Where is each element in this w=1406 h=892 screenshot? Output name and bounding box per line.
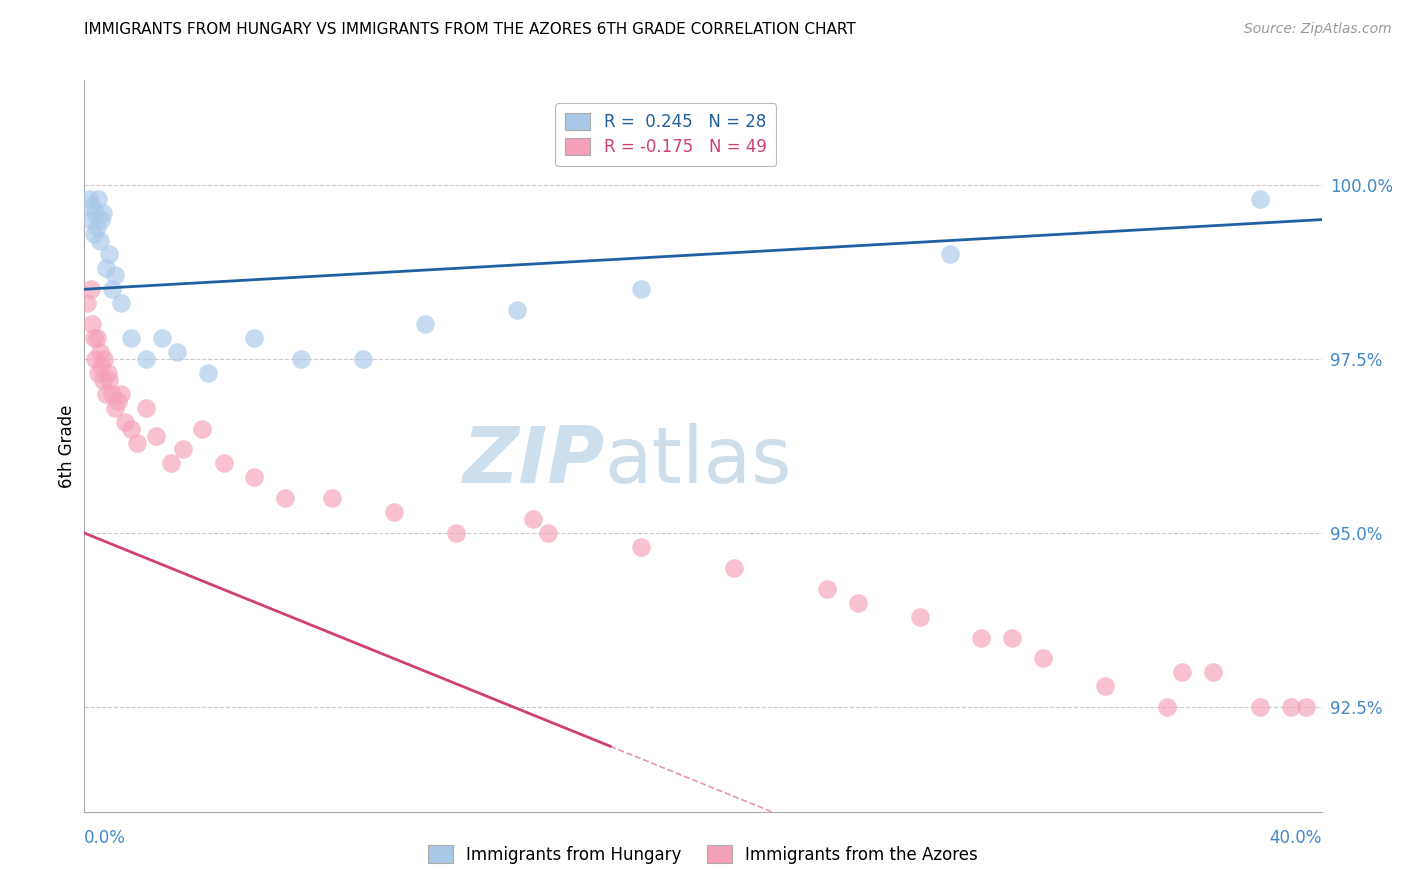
Point — [939, 247, 962, 261]
Point — [86, 331, 108, 345]
Point — [243, 331, 266, 345]
Point — [522, 512, 544, 526]
Point — [89, 234, 111, 248]
Point — [191, 421, 214, 435]
Point — [1202, 665, 1225, 680]
Point — [243, 470, 266, 484]
Point — [98, 373, 121, 387]
Point — [91, 205, 114, 219]
Point — [908, 609, 931, 624]
Point — [815, 582, 838, 596]
Point — [321, 491, 343, 506]
Point — [382, 505, 405, 519]
Point — [96, 366, 118, 380]
Point — [82, 199, 104, 213]
Point — [87, 192, 110, 206]
Point — [197, 366, 219, 380]
Point — [1295, 700, 1317, 714]
Point — [76, 296, 98, 310]
Point — [98, 247, 121, 261]
Point — [1032, 651, 1054, 665]
Point — [120, 331, 142, 345]
Text: IMMIGRANTS FROM HUNGARY VS IMMIGRANTS FROM THE AZORES 6TH GRADE CORRELATION CHAR: IMMIGRANTS FROM HUNGARY VS IMMIGRANTS FR… — [84, 22, 856, 37]
Point — [94, 261, 117, 276]
Point — [630, 540, 652, 554]
Point — [120, 421, 142, 435]
Point — [274, 491, 297, 506]
Point — [77, 192, 100, 206]
Point — [1156, 700, 1178, 714]
Point — [104, 268, 127, 283]
Point — [212, 457, 235, 471]
Point — [110, 296, 132, 310]
Point — [107, 393, 129, 408]
Point — [83, 227, 105, 241]
Point — [79, 212, 101, 227]
Legend: R =  0.245   N = 28, R = -0.175   N = 49: R = 0.245 N = 28, R = -0.175 N = 49 — [555, 103, 776, 166]
Point — [160, 457, 183, 471]
Point — [290, 351, 312, 366]
Point — [1001, 631, 1024, 645]
Point — [506, 303, 529, 318]
Point — [145, 428, 167, 442]
Point — [101, 282, 124, 296]
Point — [1249, 192, 1271, 206]
Point — [91, 373, 114, 387]
Point — [101, 386, 124, 401]
Y-axis label: 6th Grade: 6th Grade — [58, 404, 76, 488]
Text: 40.0%: 40.0% — [1270, 829, 1322, 847]
Point — [84, 351, 107, 366]
Legend: Immigrants from Hungary, Immigrants from the Azores: Immigrants from Hungary, Immigrants from… — [422, 838, 984, 871]
Text: 0.0%: 0.0% — [84, 829, 127, 847]
Point — [352, 351, 374, 366]
Point — [83, 331, 105, 345]
Point — [1094, 679, 1116, 693]
Text: Source: ZipAtlas.com: Source: ZipAtlas.com — [1244, 22, 1392, 37]
Point — [413, 317, 436, 331]
Point — [90, 212, 112, 227]
Point — [87, 366, 110, 380]
Point — [537, 526, 560, 541]
Point — [94, 386, 117, 401]
Point — [1279, 700, 1302, 714]
Point — [970, 631, 993, 645]
Point — [86, 219, 108, 234]
Point — [79, 282, 101, 296]
Point — [172, 442, 194, 457]
Point — [82, 317, 104, 331]
Point — [104, 401, 127, 415]
Point — [114, 415, 136, 429]
Point — [110, 386, 132, 401]
Text: atlas: atlas — [605, 423, 792, 499]
Point — [135, 351, 157, 366]
Point — [125, 435, 148, 450]
Point — [150, 331, 173, 345]
Point — [90, 359, 112, 373]
Point — [630, 282, 652, 296]
Point — [166, 345, 188, 359]
Point — [723, 561, 745, 575]
Text: ZIP: ZIP — [461, 423, 605, 499]
Point — [89, 345, 111, 359]
Point — [846, 596, 869, 610]
Point — [1249, 700, 1271, 714]
Point — [93, 351, 115, 366]
Point — [1171, 665, 1194, 680]
Point — [444, 526, 467, 541]
Point — [135, 401, 157, 415]
Point — [84, 205, 107, 219]
